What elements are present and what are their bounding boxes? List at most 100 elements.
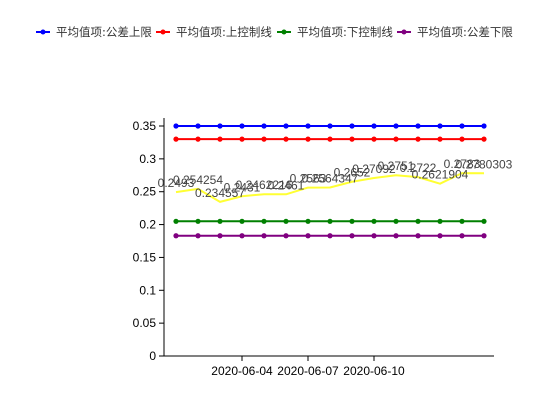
series-1-point-11 xyxy=(415,136,421,142)
series-3-point-13 xyxy=(459,233,465,239)
legend-marker-3 xyxy=(401,29,407,35)
y-tick-label-6: 0.3 xyxy=(139,152,156,166)
series-1-point-5 xyxy=(283,136,289,142)
data-label-7: 0.2564347 xyxy=(302,171,359,185)
series-0-point-12 xyxy=(437,123,443,129)
series-0-point-3 xyxy=(239,123,245,129)
legend-marker-0 xyxy=(40,29,46,35)
series-0-point-6 xyxy=(305,123,311,129)
series-0-point-1 xyxy=(195,123,201,129)
legend-label-0: 平均值项:公差上限 xyxy=(56,25,152,39)
series-2-point-8 xyxy=(349,218,355,224)
data-label-9: 0.27092 xyxy=(352,162,396,176)
legend-marker-2 xyxy=(281,29,287,35)
series-line-4 xyxy=(175,172,485,203)
series-0-point-14 xyxy=(481,123,487,129)
legend-marker-1 xyxy=(160,29,166,35)
series-3-point-5 xyxy=(283,233,289,239)
data-label-11: 0.2722 xyxy=(400,161,437,175)
series-1-point-14 xyxy=(481,136,487,142)
series-3-point-1 xyxy=(195,233,201,239)
series-0-point-4 xyxy=(261,123,267,129)
series-2-point-14 xyxy=(481,218,487,224)
axes: 0 0.05 0.1 0.15 0.2 0.25 0.3 0.35 2020-06-04 2020… xyxy=(133,118,494,378)
series-0-point-10 xyxy=(393,123,399,129)
series-2-point-4 xyxy=(261,218,267,224)
series-3-point-4 xyxy=(261,233,267,239)
data-label-1: 0.254254 xyxy=(173,173,223,187)
series-2-point-5 xyxy=(283,218,289,224)
series-2-point-11 xyxy=(415,218,421,224)
series-1-point-4 xyxy=(261,136,267,142)
series-lines xyxy=(173,123,487,239)
series-2-point-9 xyxy=(371,218,377,224)
series-2-point-10 xyxy=(393,218,399,224)
series-1-point-12 xyxy=(437,136,443,142)
data-label-4: 0.2462216 xyxy=(236,178,293,192)
series-3-point-11 xyxy=(415,233,421,239)
series-1-point-3 xyxy=(239,136,245,142)
data-label-14: 0.2780303 xyxy=(456,157,513,171)
data-label-10: 0.2751 xyxy=(378,159,415,173)
series-1-point-8 xyxy=(349,136,355,142)
series-3-point-3 xyxy=(239,233,245,239)
data-label-3: 0.2431 xyxy=(224,180,261,194)
series-1-point-7 xyxy=(327,136,333,142)
series-1-point-2 xyxy=(217,136,223,142)
data-label-5: 0.2461 xyxy=(268,178,305,192)
series-3-point-2 xyxy=(217,233,223,239)
series-1-point-9 xyxy=(371,136,377,142)
y-tick-label-1: 0.05 xyxy=(133,316,157,330)
series-2-point-7 xyxy=(327,218,333,224)
series-3-point-7 xyxy=(327,233,333,239)
series-0-point-7 xyxy=(327,123,333,129)
x-tick-label-1: 2020-06-07 xyxy=(277,364,339,378)
series-3-point-12 xyxy=(437,233,443,239)
data-labels: 0.24930.2542540.2345570.24310.24622160.2… xyxy=(158,157,513,200)
series-0-point-5 xyxy=(283,123,289,129)
y-tick-label-3: 0.15 xyxy=(133,250,157,264)
series-1-point-0 xyxy=(173,136,179,142)
x-tick-label-0: 2020-06-04 xyxy=(211,364,273,378)
series-1-point-13 xyxy=(459,136,465,142)
series-2-point-12 xyxy=(437,218,443,224)
series-3-point-9 xyxy=(371,233,377,239)
y-tick-label-4: 0.2 xyxy=(139,218,156,232)
series-1-point-1 xyxy=(195,136,201,142)
series-1-point-6 xyxy=(305,136,311,142)
series-2-point-0 xyxy=(173,218,179,224)
series-3-point-0 xyxy=(173,233,179,239)
y-tick-label-2: 0.1 xyxy=(139,283,156,297)
series-0-point-11 xyxy=(415,123,421,129)
series-2-point-1 xyxy=(195,218,201,224)
legend: 平均值项:公差上限 平均值项:上控制线 平均值项:下控制线 平均值项:公差下限 xyxy=(36,25,513,39)
data-label-6: 0.2563 xyxy=(290,172,327,186)
legend-label-1: 平均值项:上控制线 xyxy=(176,25,272,39)
y-tick-label-7: 0.35 xyxy=(133,119,157,133)
series-3-point-10 xyxy=(393,233,399,239)
series-1-point-10 xyxy=(393,136,399,142)
legend-label-3: 平均值项:公差下限 xyxy=(417,25,513,39)
series-2-point-13 xyxy=(459,218,465,224)
data-label-0: 0.2493 xyxy=(158,176,195,190)
series-2-point-2 xyxy=(217,218,223,224)
series-0-point-13 xyxy=(459,123,465,129)
y-tick-label-5: 0.25 xyxy=(133,185,157,199)
series-3-point-14 xyxy=(481,233,487,239)
data-label-8: 0.2652 xyxy=(334,166,371,180)
series-3-point-6 xyxy=(305,233,311,239)
series-0-point-9 xyxy=(371,123,377,129)
data-label-13: 0.2783 xyxy=(444,157,481,171)
series-2-point-6 xyxy=(305,218,311,224)
series-0-point-2 xyxy=(217,123,223,129)
x-tick-label-2: 2020-06-10 xyxy=(343,364,405,378)
data-label-12: 0.2621904 xyxy=(412,168,469,182)
data-label-2: 0.234557 xyxy=(195,186,245,200)
series-3-point-8 xyxy=(349,233,355,239)
y-tick-label-0: 0 xyxy=(149,349,156,363)
series-0-point-0 xyxy=(173,123,179,129)
legend-label-2: 平均值项:下控制线 xyxy=(297,25,393,39)
series-0-point-8 xyxy=(349,123,355,129)
